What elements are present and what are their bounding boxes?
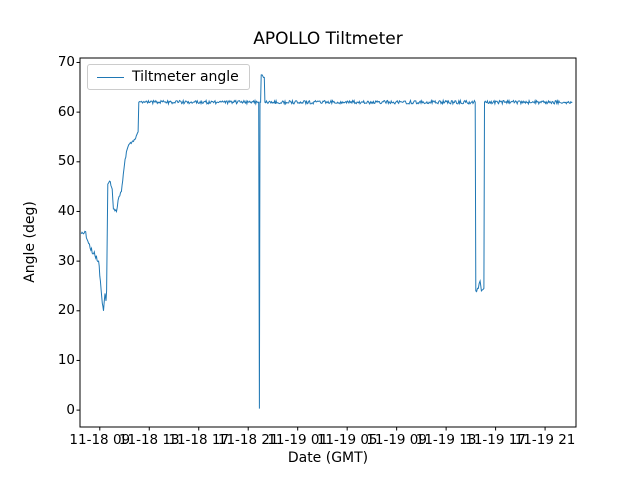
x-tick-label: 11-18 09	[69, 432, 131, 448]
x-tick-label: 11-19 01	[267, 432, 329, 448]
x-axis-label: Date (GMT)	[287, 450, 369, 466]
x-tick-label: 11-19 13	[415, 432, 477, 448]
x-tick-label: 11-19 21	[514, 432, 576, 448]
x-tick-label: 11-19 05	[316, 432, 378, 448]
y-tick-label: 0	[66, 401, 75, 418]
tiltmeter-angle-line	[80, 74, 573, 409]
x-tick-label: 11-19 17	[465, 432, 526, 448]
y-tick-label: 70	[57, 53, 75, 70]
x-tick-label: 11-19 09	[366, 432, 427, 448]
legend-label: Tiltmeter angle	[132, 69, 239, 85]
y-tick-label: 50	[57, 153, 75, 170]
y-tick-label: 10	[57, 351, 75, 368]
x-tick-label: 11-18 21	[217, 432, 279, 448]
y-tick-label: 30	[57, 252, 75, 269]
x-tick-label: 11-18 13	[118, 432, 180, 448]
x-tick-label: 11-18 17	[168, 432, 230, 448]
chart-title: APOLLO Tiltmeter	[253, 29, 403, 49]
legend: Tiltmeter angle	[87, 64, 250, 90]
legend-line-sample	[97, 76, 124, 78]
y-tick-label: 40	[57, 202, 75, 219]
y-tick-label: 60	[57, 103, 75, 120]
y-tick-label: 20	[57, 302, 75, 319]
